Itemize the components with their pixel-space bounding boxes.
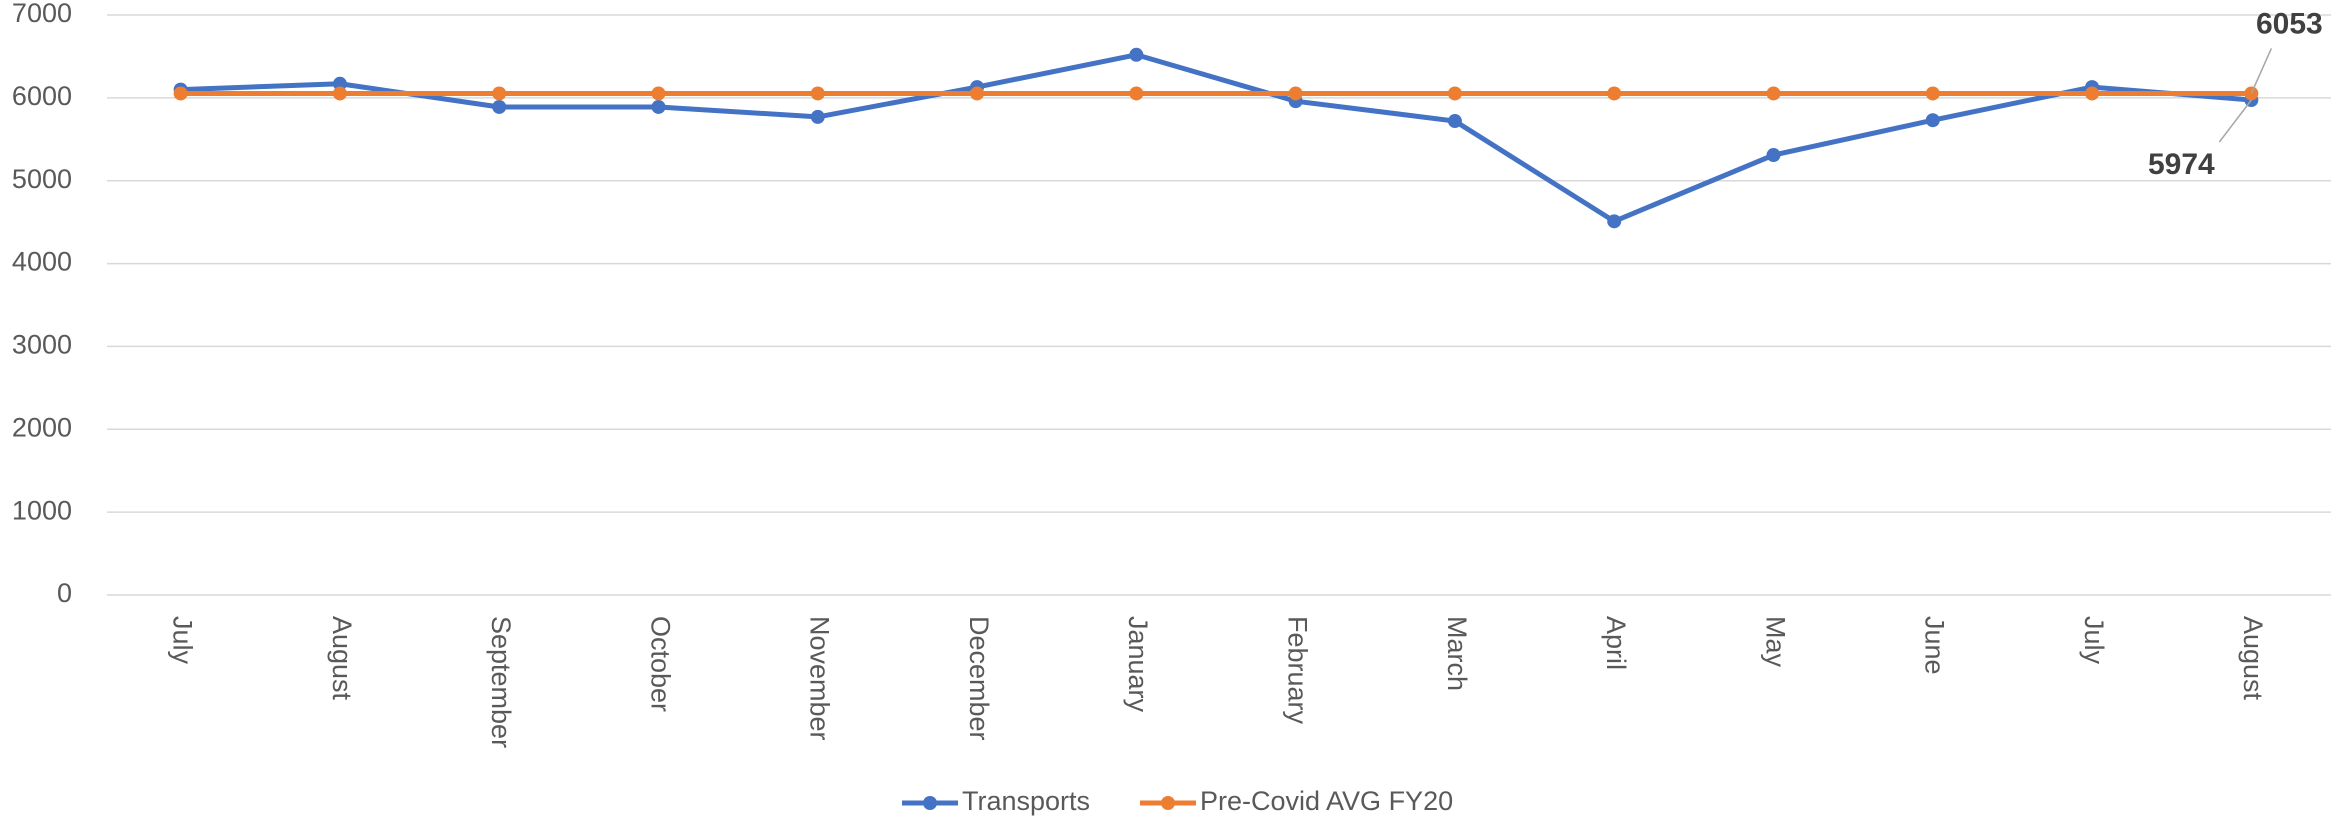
x-tick-label: August bbox=[327, 616, 357, 701]
x-tick-label: March bbox=[1442, 616, 1472, 691]
data-point bbox=[970, 86, 985, 101]
x-tick-label: July bbox=[2079, 616, 2109, 665]
legend-label: Pre-Covid AVG FY20 bbox=[1200, 786, 1453, 816]
data-point bbox=[332, 86, 347, 101]
data-point bbox=[651, 99, 666, 114]
legend-label: Transports bbox=[962, 786, 1090, 816]
data-point bbox=[651, 86, 666, 101]
y-tick-label: 2000 bbox=[12, 412, 72, 442]
data-point bbox=[1607, 214, 1622, 229]
data-label: 6053 bbox=[2256, 7, 2323, 40]
x-tick-label: September bbox=[486, 616, 516, 748]
data-point bbox=[1766, 148, 1781, 163]
x-tick-label: June bbox=[1920, 616, 1950, 675]
x-tick-label: May bbox=[1760, 616, 1790, 668]
y-tick-label: 1000 bbox=[12, 495, 72, 525]
x-tick-label: February bbox=[1283, 616, 1313, 725]
leader-line bbox=[2218, 99, 2252, 143]
legend-marker bbox=[1161, 796, 1175, 810]
legend-marker bbox=[923, 796, 937, 810]
x-tick-label: December bbox=[964, 616, 994, 741]
data-point bbox=[810, 109, 825, 124]
y-tick-label: 5000 bbox=[12, 164, 72, 194]
data-point bbox=[1447, 114, 1462, 129]
series-line bbox=[180, 52, 2252, 224]
x-tick-label: January bbox=[1123, 616, 1153, 713]
data-label: 5974 bbox=[2148, 148, 2215, 181]
data-point bbox=[1129, 47, 1144, 62]
x-tick-label: November bbox=[805, 616, 835, 741]
data-point bbox=[332, 76, 347, 91]
x-tick-label: April bbox=[1601, 616, 1631, 670]
y-tick-label: 6000 bbox=[12, 81, 72, 111]
x-tick-label: August bbox=[2238, 616, 2268, 701]
data-point bbox=[2085, 86, 2100, 101]
y-tick-label: 4000 bbox=[12, 247, 72, 277]
data-point bbox=[173, 86, 188, 101]
data-point bbox=[492, 99, 507, 114]
y-tick-label: 0 bbox=[57, 578, 72, 608]
data-point bbox=[1925, 86, 1940, 101]
y-tick-label: 7000 bbox=[12, 0, 72, 28]
data-point bbox=[1766, 86, 1781, 101]
leader-line bbox=[2250, 48, 2273, 94]
data-point bbox=[810, 86, 825, 101]
data-point bbox=[1288, 86, 1303, 101]
data-point bbox=[1607, 86, 1622, 101]
data-point bbox=[1925, 113, 1940, 128]
x-tick-label: October bbox=[645, 616, 675, 712]
x-tick-label: July bbox=[168, 616, 198, 665]
data-point bbox=[492, 86, 507, 101]
data-point bbox=[1129, 86, 1144, 101]
y-tick-label: 3000 bbox=[12, 330, 72, 360]
data-point bbox=[1447, 86, 1462, 101]
